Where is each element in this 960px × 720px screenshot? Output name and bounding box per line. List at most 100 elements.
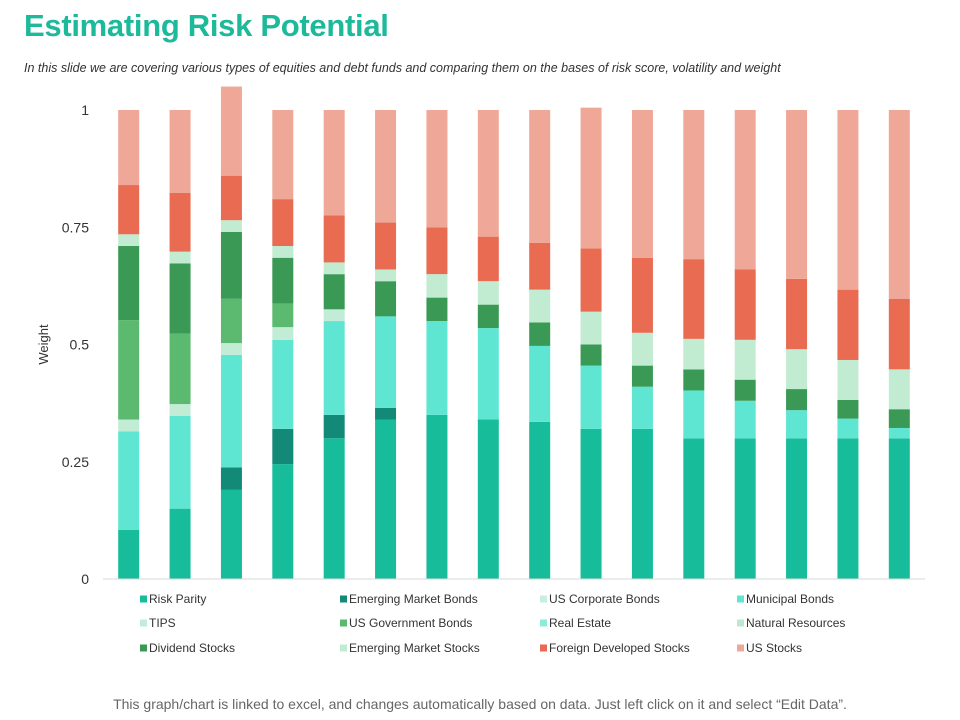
bar-segment-dividend-stocks[interactable] — [837, 399, 859, 419]
bar-segment-foreign-developed-stocks[interactable] — [426, 227, 448, 275]
bar-segment-dividend-stocks[interactable] — [220, 231, 242, 299]
bar-segment-us-stocks[interactable] — [375, 110, 397, 223]
bar-segment-risk-parity[interactable] — [837, 438, 859, 579]
bar-segment-municipal-bonds[interactable] — [220, 354, 242, 468]
bar-segment-municipal-bonds[interactable] — [426, 321, 448, 415]
bar-segment-emerging-market-bonds[interactable] — [323, 414, 345, 439]
bar-segment-foreign-developed-stocks[interactable] — [118, 185, 140, 235]
bar-segment-municipal-bonds[interactable] — [837, 418, 859, 439]
bar-segment-risk-parity[interactable] — [169, 508, 191, 579]
bar-segment-emerging-market-stocks[interactable] — [323, 262, 345, 275]
bar-segment-foreign-developed-stocks[interactable] — [631, 257, 653, 333]
bar-segment-risk-parity[interactable] — [580, 428, 602, 579]
bar-segment-risk-parity[interactable] — [426, 414, 448, 579]
bar-segment-municipal-bonds[interactable] — [272, 339, 294, 429]
bar-segment-dividend-stocks[interactable] — [118, 246, 140, 321]
bar-segment-municipal-bonds[interactable] — [631, 386, 653, 429]
bar-segment-dividend-stocks[interactable] — [272, 257, 294, 304]
bar-segment-emerging-market-stocks[interactable] — [426, 274, 448, 298]
bar-segment-us-stocks[interactable] — [837, 110, 859, 290]
bar-segment-municipal-bonds[interactable] — [477, 328, 499, 420]
bar-segment-tips[interactable] — [118, 419, 140, 432]
bar-segment-us-stocks[interactable] — [786, 110, 808, 279]
bar-segment-us-stocks[interactable] — [477, 110, 499, 237]
bar-segment-risk-parity[interactable] — [477, 419, 499, 579]
bar-segment-foreign-developed-stocks[interactable] — [580, 248, 602, 312]
bar-segment-us-stocks[interactable] — [220, 86, 242, 176]
bar-segment-dividend-stocks[interactable] — [169, 263, 191, 334]
bar-segment-dividend-stocks[interactable] — [529, 322, 551, 346]
bar-segment-dividend-stocks[interactable] — [375, 281, 397, 317]
bar-segment-dividend-stocks[interactable] — [683, 369, 705, 391]
bar-segment-emerging-market-stocks[interactable] — [272, 246, 294, 258]
bar-segment-foreign-developed-stocks[interactable] — [272, 199, 294, 247]
bar-segment-foreign-developed-stocks[interactable] — [375, 222, 397, 270]
bar-segment-us-government-bonds[interactable] — [118, 320, 140, 420]
bar-segment-risk-parity[interactable] — [118, 529, 140, 579]
bar-segment-emerging-market-stocks[interactable] — [631, 332, 653, 366]
bar-segment-risk-parity[interactable] — [683, 438, 705, 579]
bar-segment-emerging-market-stocks[interactable] — [734, 339, 756, 380]
bar-segment-tips[interactable] — [272, 327, 294, 340]
bar-segment-foreign-developed-stocks[interactable] — [683, 259, 705, 339]
bar-segment-tips[interactable] — [169, 404, 191, 416]
bar-segment-risk-parity[interactable] — [631, 428, 653, 579]
bar-segment-municipal-bonds[interactable] — [580, 365, 602, 429]
bar-segment-municipal-bonds[interactable] — [375, 316, 397, 408]
bar-segment-foreign-developed-stocks[interactable] — [837, 289, 859, 360]
bar-segment-foreign-developed-stocks[interactable] — [477, 236, 499, 282]
bar-segment-dividend-stocks[interactable] — [323, 274, 345, 310]
bar-segment-emerging-market-stocks[interactable] — [118, 234, 140, 247]
bar-segment-us-government-bonds[interactable] — [272, 303, 294, 328]
bar-segment-municipal-bonds[interactable] — [786, 410, 808, 439]
bar-segment-emerging-market-stocks[interactable] — [580, 311, 602, 345]
bar-segment-dividend-stocks[interactable] — [888, 409, 910, 428]
bar-segment-foreign-developed-stocks[interactable] — [169, 193, 191, 252]
bar-segment-us-government-bonds[interactable] — [220, 298, 242, 344]
bar-segment-risk-parity[interactable] — [734, 438, 756, 579]
bar-segment-us-stocks[interactable] — [529, 110, 551, 243]
bar-segment-risk-parity[interactable] — [272, 464, 294, 579]
bar-segment-emerging-market-stocks[interactable] — [786, 349, 808, 390]
bar-segment-foreign-developed-stocks[interactable] — [323, 215, 345, 263]
bar-segment-risk-parity[interactable] — [220, 489, 242, 579]
bar-segment-municipal-bonds[interactable] — [888, 427, 910, 439]
bar-segment-municipal-bonds[interactable] — [169, 415, 191, 509]
bar-segment-emerging-market-stocks[interactable] — [837, 359, 859, 400]
bar-segment-us-stocks[interactable] — [426, 110, 448, 228]
bar-segment-risk-parity[interactable] — [888, 438, 910, 579]
bar-segment-emerging-market-stocks[interactable] — [169, 251, 191, 264]
bar-segment-emerging-market-stocks[interactable] — [683, 338, 705, 370]
bar-segment-emerging-market-bonds[interactable] — [375, 407, 397, 420]
bar-segment-risk-parity[interactable] — [323, 438, 345, 579]
bar-segment-emerging-market-stocks[interactable] — [477, 281, 499, 305]
bar-segment-us-stocks[interactable] — [118, 110, 140, 186]
bar-segment-municipal-bonds[interactable] — [118, 431, 140, 530]
bar-segment-dividend-stocks[interactable] — [580, 344, 602, 366]
bar-segment-municipal-bonds[interactable] — [323, 321, 345, 415]
bar-segment-us-stocks[interactable] — [888, 110, 910, 300]
bar-segment-risk-parity[interactable] — [375, 419, 397, 579]
bar-segment-emerging-market-bonds[interactable] — [220, 467, 242, 490]
bar-segment-foreign-developed-stocks[interactable] — [734, 269, 756, 340]
bar-segment-municipal-bonds[interactable] — [734, 400, 756, 439]
bar-segment-tips[interactable] — [220, 343, 242, 355]
bar-segment-foreign-developed-stocks[interactable] — [786, 278, 808, 350]
bar-segment-us-stocks[interactable] — [272, 110, 294, 200]
bar-segment-us-stocks[interactable] — [169, 110, 191, 194]
bar-segment-foreign-developed-stocks[interactable] — [529, 242, 551, 290]
bar-segment-emerging-market-stocks[interactable] — [888, 369, 910, 410]
bar-segment-emerging-market-stocks[interactable] — [375, 269, 397, 282]
bar-segment-us-stocks[interactable] — [631, 110, 653, 258]
bar-segment-foreign-developed-stocks[interactable] — [220, 175, 242, 221]
bar-segment-us-stocks[interactable] — [580, 107, 602, 249]
bar-segment-dividend-stocks[interactable] — [631, 365, 653, 387]
bar-segment-risk-parity[interactable] — [529, 421, 551, 579]
bar-segment-foreign-developed-stocks[interactable] — [888, 299, 910, 370]
bar-segment-dividend-stocks[interactable] — [426, 297, 448, 322]
bar-segment-us-stocks[interactable] — [323, 110, 345, 216]
bar-segment-dividend-stocks[interactable] — [786, 389, 808, 411]
bar-segment-emerging-market-stocks[interactable] — [220, 220, 242, 232]
bar-segment-us-stocks[interactable] — [734, 110, 756, 270]
bar-segment-municipal-bonds[interactable] — [529, 345, 551, 422]
